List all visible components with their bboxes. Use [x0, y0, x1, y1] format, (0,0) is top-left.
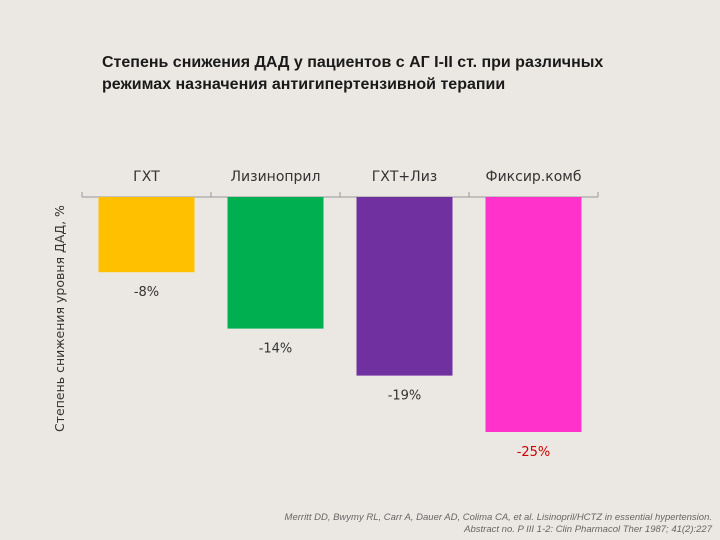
category-label-4: Фиксир.комб [486, 169, 582, 185]
data-label-4: -25% [517, 445, 551, 460]
source-line1: Merritt DD, Bwymy RL, Carr A, Dauer AD, … [284, 512, 712, 523]
chart-title-line2: режимах назначения антигипертензивной те… [102, 76, 506, 93]
chart-title-line1: Степень снижения ДАД у пациентов с АГ I-… [102, 54, 604, 71]
bar-4 [485, 197, 582, 432]
data-label-3: -19% [388, 389, 422, 404]
data-label-2: -14% [259, 342, 293, 357]
bar-1 [98, 197, 195, 273]
source-citation: Merritt DD, Bwymy RL, Carr A, Dauer AD, … [192, 512, 712, 536]
source-line2: Abstract no. P III 1-2: Clin Pharmacol T… [464, 524, 712, 535]
category-label-1: ГХТ [133, 169, 160, 185]
bar-3 [356, 197, 453, 376]
data-label-1: -8% [134, 285, 159, 300]
chart-title: Степень снижения ДАД у пациентов с АГ I-… [102, 52, 702, 96]
bar-2 [227, 197, 324, 329]
category-label-3: ГХТ+Лиз [372, 169, 437, 185]
category-label-2: Лизиноприл [231, 169, 321, 185]
